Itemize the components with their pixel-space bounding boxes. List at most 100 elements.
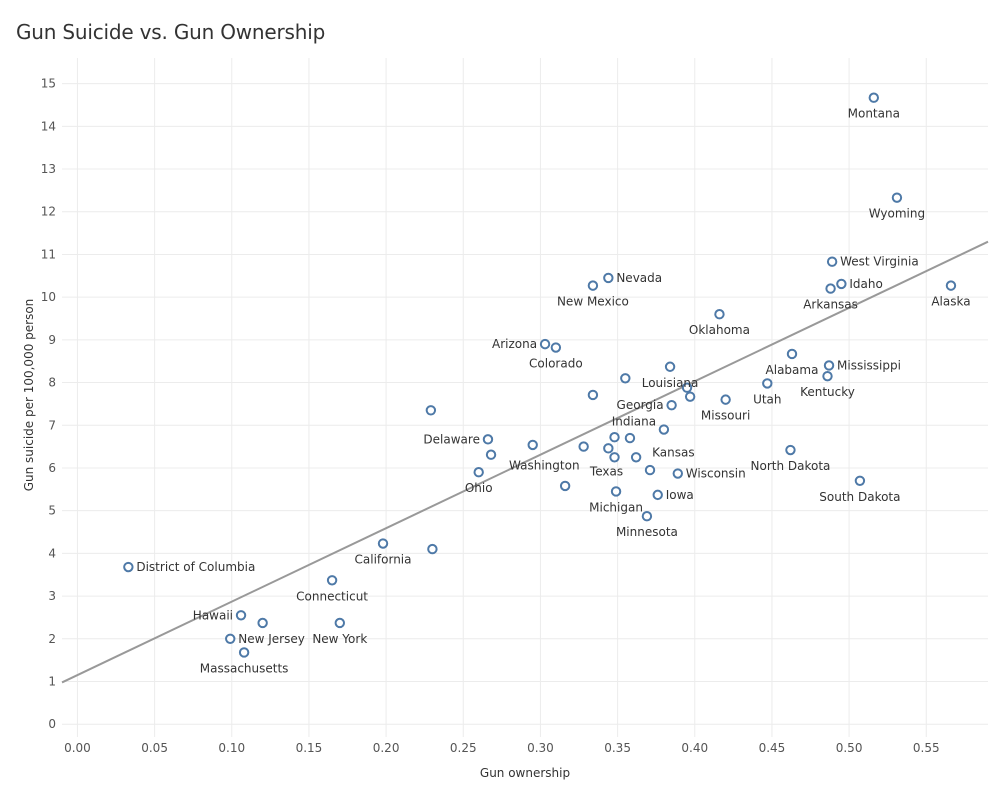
point-label: Missouri: [701, 409, 750, 423]
data-point: [539, 338, 551, 350]
data-point: [836, 278, 847, 290]
data-point: [720, 394, 731, 405]
x-tick-label: 0.50: [836, 741, 863, 755]
data-point: [377, 538, 389, 549]
data-point: [482, 434, 494, 445]
data-point: [609, 452, 620, 463]
data-point: [684, 391, 696, 402]
y-tick-label: 10: [41, 290, 56, 304]
data-point: [630, 452, 642, 463]
y-tick-label: 3: [48, 589, 56, 603]
point-label: New Mexico: [557, 295, 629, 309]
data-point: [238, 647, 250, 658]
data-point: [235, 610, 247, 621]
point-label: Delaware: [423, 432, 480, 446]
y-tick-label: 11: [41, 247, 56, 261]
data-point: [641, 511, 653, 522]
data-point: [786, 348, 798, 360]
data-point: [603, 443, 614, 454]
y-tick-label: 5: [48, 504, 56, 518]
data-point: [587, 280, 599, 291]
x-tick-label: 0.35: [604, 741, 631, 755]
data-point: [257, 617, 268, 629]
point-label: Iowa: [666, 488, 694, 502]
data-point: [123, 561, 134, 573]
point-label: South Dakota: [819, 490, 900, 504]
point-label: Montana: [848, 107, 900, 121]
point-labels: Montana Wyoming West Virginia Idaho Arkansas…: [136, 107, 970, 676]
data-point: [714, 309, 725, 320]
point-label: Arizona: [492, 337, 537, 351]
y-tick-label: 0: [48, 717, 56, 731]
y-tick-label: 4: [48, 546, 56, 560]
point-label: Alabama: [766, 363, 819, 377]
x-tick-label: 0.25: [450, 741, 477, 755]
data-point: [868, 92, 879, 103]
point-label: Wyoming: [869, 207, 925, 221]
point-label: Nevada: [616, 271, 662, 285]
data-point: [578, 441, 589, 452]
data-point: [473, 467, 484, 478]
data-point: [425, 405, 437, 416]
y-tick-label: 2: [48, 632, 56, 646]
x-tick-label: 0.40: [681, 741, 708, 755]
y-tick-label: 12: [41, 205, 56, 219]
x-axis-ticks: 0.00 0.05 0.10 0.15 0.20 0.25 0.30 0.35 0.40 0.45…: [64, 741, 940, 755]
data-point: [891, 192, 903, 203]
data-point: [762, 378, 773, 389]
point-label: Oklahoma: [689, 323, 750, 337]
y-axis-title: Gun suicide per 100,000 person: [22, 299, 36, 492]
point-label: Idaho: [849, 277, 882, 291]
data-point: [652, 489, 663, 501]
gridlines: [62, 58, 988, 737]
data-point: [587, 389, 599, 401]
point-label: Minnesota: [616, 525, 678, 539]
x-tick-label: 0.05: [141, 741, 168, 755]
data-point: [559, 480, 571, 492]
point-label: Louisiana: [642, 376, 699, 390]
data-point: [672, 468, 683, 479]
point-label: Kansas: [652, 445, 694, 459]
x-tick-label: 0.55: [913, 741, 940, 755]
data-point: [822, 370, 833, 382]
data-point: [427, 543, 438, 555]
data-point: [826, 256, 838, 267]
point-label: Michigan: [589, 500, 643, 514]
data-point: [334, 617, 345, 629]
data-point: [658, 424, 670, 435]
point-label: Kentucky: [800, 385, 855, 399]
data-point: [823, 360, 835, 371]
data-point: [550, 342, 562, 353]
data-point: [225, 633, 236, 644]
data-point: [610, 486, 622, 497]
point-label: Georgia: [617, 398, 664, 412]
point-label: Arkansas: [803, 298, 858, 312]
x-axis-title: Gun ownership: [480, 766, 570, 780]
point-label: Mississippi: [837, 358, 901, 372]
x-tick-label: 0.10: [218, 741, 245, 755]
data-point: [825, 283, 836, 294]
data-point: [854, 475, 866, 486]
data-point: [945, 280, 957, 291]
x-tick-label: 0.45: [759, 741, 786, 755]
y-tick-label: 1: [48, 674, 56, 688]
y-tick-label: 7: [48, 418, 56, 432]
point-label: Hawaii: [193, 608, 233, 622]
x-tick-label: 0.00: [64, 741, 91, 755]
point-label: Washington: [509, 459, 580, 473]
data-point: [644, 464, 656, 476]
point-label: Colorado: [529, 357, 583, 371]
data-point: [681, 382, 693, 393]
chart-title: Gun Suicide vs. Gun Ownership: [16, 20, 326, 44]
data-point: [609, 432, 620, 443]
point-label: District of Columbia: [136, 560, 255, 574]
data-point: [620, 373, 631, 384]
x-tick-label: 0.20: [373, 741, 400, 755]
point-label: Massachusetts: [200, 661, 289, 675]
point-label: Alaska: [931, 295, 970, 309]
point-label: Texas: [589, 464, 623, 478]
point-label: Ohio: [465, 481, 493, 495]
x-tick-label: 0.30: [527, 741, 554, 755]
